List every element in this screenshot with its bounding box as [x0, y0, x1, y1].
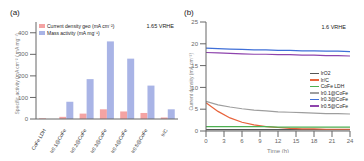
svg-text:Ir0.2@CoFe: Ir0.2@CoFe [69, 127, 88, 153]
svg-text:3: 3 [222, 138, 226, 144]
html-text:Ir0.5@CoFe: Ir0.5@CoFe [320, 102, 348, 109]
svg-text:CoFe LDH: CoFe LDH [30, 127, 47, 151]
html-text:Ir/C: Ir/C [320, 76, 329, 83]
html-text:Ir0.3@CoFe: Ir0.3@CoFe [320, 96, 348, 102]
svg-text:6: 6 [240, 138, 244, 144]
svg-text:Specific activity (mA cm⁻² / m: Specific activity (mA cm⁻² / mA mg⁻¹) [14, 33, 20, 115]
html-text:CoFe LDH: CoFe LDH [320, 83, 345, 89]
svg-text:15: 15 [191, 62, 198, 69]
svg-text:0: 0 [195, 128, 199, 134]
svg-text:Ir0.3@CoFe: Ir0.3@CoFe [89, 127, 108, 153]
svg-text:9: 9 [258, 138, 262, 144]
html-text:(b): (b) [184, 8, 194, 17]
svg-text:100: 100 [18, 94, 28, 101]
svg-text:Ir0.1@CoFe: Ir0.1@CoFe [48, 127, 67, 153]
svg-text:5: 5 [195, 106, 199, 112]
svg-text:12: 12 [275, 138, 282, 144]
html-text:IrO2: IrO2 [320, 70, 331, 76]
svg-text:400: 400 [18, 29, 28, 36]
svg-text:25: 25 [191, 19, 198, 25]
html-text:Ir0.1@CoFe: Ir0.1@CoFe [320, 89, 348, 96]
svg-text:10: 10 [191, 84, 198, 91]
svg-text:300: 300 [18, 51, 28, 58]
html-text:(a): (a) [10, 8, 20, 17]
svg-text:24: 24 [347, 138, 354, 144]
html-text:Current density geo (mA cm⁻²): Current density geo (mA cm⁻²) [47, 23, 115, 29]
svg-text:Ir0.5@CoFe: Ir0.5@CoFe [130, 127, 149, 153]
svg-text:0: 0 [204, 138, 208, 144]
svg-text:21: 21 [329, 138, 336, 144]
svg-text:200: 200 [18, 73, 28, 79]
svg-text:20: 20 [191, 41, 198, 47]
svg-text:Current density (mA cm⁻²): Current density (mA cm⁻²) [188, 53, 194, 111]
svg-text:18: 18 [311, 138, 318, 144]
svg-text:Ir0.4@CoFe: Ir0.4@CoFe [109, 127, 128, 153]
html-text:1.65 VRHE: 1.65 VRHE [146, 23, 174, 29]
svg-text:0: 0 [25, 116, 29, 122]
html-text:1.6 VRHE: 1.6 VRHE [321, 24, 346, 30]
svg-text:Ir/C: Ir/C [159, 127, 168, 137]
svg-text:15: 15 [293, 138, 300, 144]
html-text:Mass activity (mA mg⁻¹): Mass activity (mA mg⁻¹) [47, 29, 100, 36]
svg-text:Time (h): Time (h) [267, 148, 289, 153]
